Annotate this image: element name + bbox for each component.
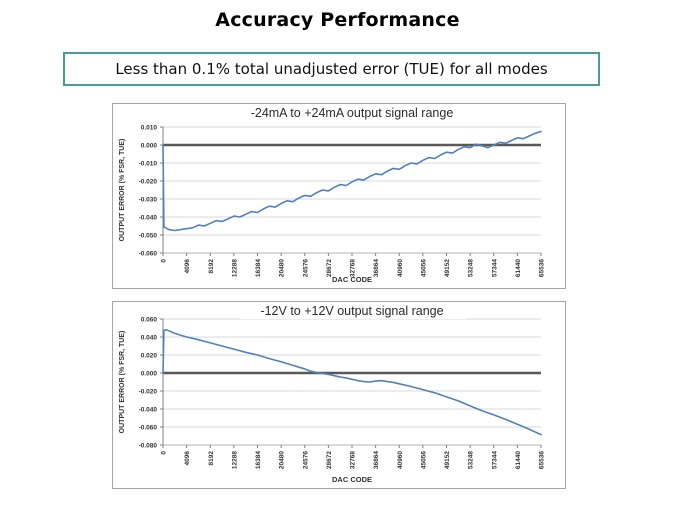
x-tick-label: 40960 bbox=[397, 451, 404, 469]
x-tick-label: 20480 bbox=[279, 451, 286, 469]
x-tick-label: 28672 bbox=[326, 259, 333, 277]
x-tick-label: 40960 bbox=[397, 259, 404, 277]
x-tick-label: 57344 bbox=[491, 259, 498, 277]
chart-container-24ma: 0.010 0.000 -0.010 -0.020 -0.030 -0.040 -0.050… bbox=[112, 103, 566, 289]
x-tick-label: 57344 bbox=[491, 451, 498, 469]
x-tick-label: 8192 bbox=[208, 259, 215, 274]
chart-svg-0: 0.010 0.000 -0.010 -0.020 -0.030 -0.040 -0.050… bbox=[112, 103, 566, 289]
x-tick-label: 61440 bbox=[515, 451, 522, 469]
y-tick-label: 0.020 bbox=[141, 352, 158, 359]
x-tick-label: 49152 bbox=[444, 259, 451, 277]
y-tick-label: 0.010 bbox=[141, 124, 158, 131]
chart-border bbox=[112, 103, 566, 289]
x-tick-label: 53248 bbox=[468, 259, 475, 277]
x-tick-label: 65536 bbox=[539, 259, 546, 277]
x-tick-label: 4096 bbox=[184, 259, 191, 274]
tue-banner: Less than 0.1% total unadjusted error (T… bbox=[63, 52, 600, 86]
y-tick-label: -0.040 bbox=[139, 214, 158, 221]
x-tick-label: 12288 bbox=[231, 259, 238, 277]
chart-border bbox=[112, 301, 566, 489]
y-tick-label: 0.000 bbox=[141, 142, 158, 149]
series-line bbox=[162, 130, 542, 232]
x-tick-label: 16384 bbox=[255, 259, 262, 277]
chart-title-bg bbox=[240, 303, 466, 319]
y-tick-label: -0.030 bbox=[139, 196, 158, 203]
x-tick-label: 0 bbox=[161, 259, 168, 263]
x-axis-title: DAC CODE bbox=[332, 275, 372, 284]
y-tick-label: -0.080 bbox=[139, 442, 158, 449]
x-tick-label: 49152 bbox=[444, 451, 451, 469]
x-tick-label: 8192 bbox=[208, 451, 215, 466]
x-tick-label: 12288 bbox=[231, 451, 238, 469]
x-tick-label: 16384 bbox=[255, 451, 262, 469]
y-tick-label: 0.060 bbox=[141, 316, 158, 323]
x-tick-label: 32768 bbox=[350, 451, 357, 469]
tue-banner-text: Less than 0.1% total unadjusted error (T… bbox=[115, 60, 548, 78]
x-tick-label: 4096 bbox=[184, 451, 191, 466]
y-tick-label: -0.060 bbox=[139, 424, 158, 431]
y-tick-label: -0.050 bbox=[139, 232, 158, 239]
chart-container-12v: 0.060 0.040 0.020 0.000 -0.020 -0.040 -0.060 -0… bbox=[112, 301, 566, 489]
y-tick-label: 0.040 bbox=[141, 334, 158, 341]
x-tick-label: 65536 bbox=[539, 451, 546, 469]
y-axis-title: OUTPUT ERROR (% FSR, TUE) bbox=[119, 331, 126, 434]
x-tick-label: 32768 bbox=[350, 259, 357, 277]
y-tick-label: -0.020 bbox=[139, 388, 158, 395]
y-tick-label: -0.060 bbox=[139, 250, 158, 257]
chart-title: -24mA to +24mA output signal range bbox=[251, 106, 454, 120]
y-tick-label: -0.040 bbox=[139, 406, 158, 413]
x-tick-label: 45056 bbox=[420, 259, 427, 277]
x-tick-label: 36864 bbox=[373, 259, 380, 277]
x-tick-label: 24576 bbox=[302, 259, 309, 277]
y-tick-label: -0.020 bbox=[139, 178, 158, 185]
chart-title-bg bbox=[240, 105, 466, 121]
x-tick-label: 61440 bbox=[515, 259, 522, 277]
x-tick-label: 20480 bbox=[279, 259, 286, 277]
x-tick-label: 45056 bbox=[420, 451, 427, 469]
x-tick-label: 24576 bbox=[302, 451, 309, 469]
y-tick-label: -0.010 bbox=[139, 160, 158, 167]
series-line bbox=[162, 328, 542, 436]
x-tick-label: 28672 bbox=[326, 451, 333, 469]
chart-svg-1: 0.060 0.040 0.020 0.000 -0.020 -0.040 -0.060 -0… bbox=[112, 301, 566, 489]
x-tick-label: 0 bbox=[161, 451, 168, 455]
x-tick-label: 53248 bbox=[468, 451, 475, 469]
x-tick-label: 36864 bbox=[373, 451, 380, 469]
y-tick-label: 0.000 bbox=[141, 370, 158, 377]
x-axis-title: DAC CODE bbox=[332, 475, 372, 484]
chart-title: -12V to +12V output signal range bbox=[260, 304, 443, 318]
y-axis-title: OUTPUT ERROR (% FSR, TUE) bbox=[119, 139, 126, 242]
page-title: Accuracy Performance bbox=[215, 9, 460, 31]
